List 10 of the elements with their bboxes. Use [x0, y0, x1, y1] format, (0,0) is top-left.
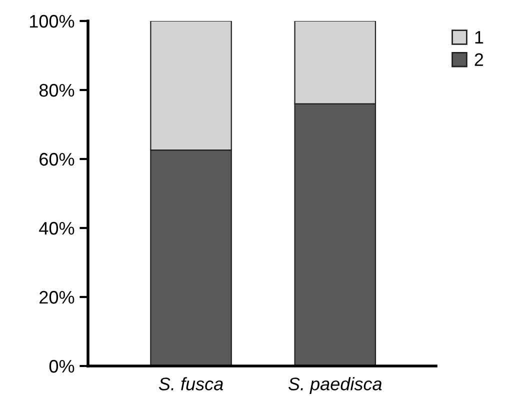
x-tick-label: S. paedisca — [288, 377, 382, 394]
legend-label: 2 — [474, 53, 484, 66]
y-tick-label: 40% — [39, 222, 74, 235]
y-tick-label: 80% — [39, 84, 74, 97]
x-tick-label: S. fusca — [158, 377, 224, 390]
y-tick-label: 60% — [40, 152, 74, 166]
legend-label: 1 — [475, 31, 484, 44]
y-tick-label: 100% — [30, 14, 74, 28]
y-tick-label: 20% — [40, 290, 74, 304]
y-tick-label: 0% — [49, 360, 74, 373]
